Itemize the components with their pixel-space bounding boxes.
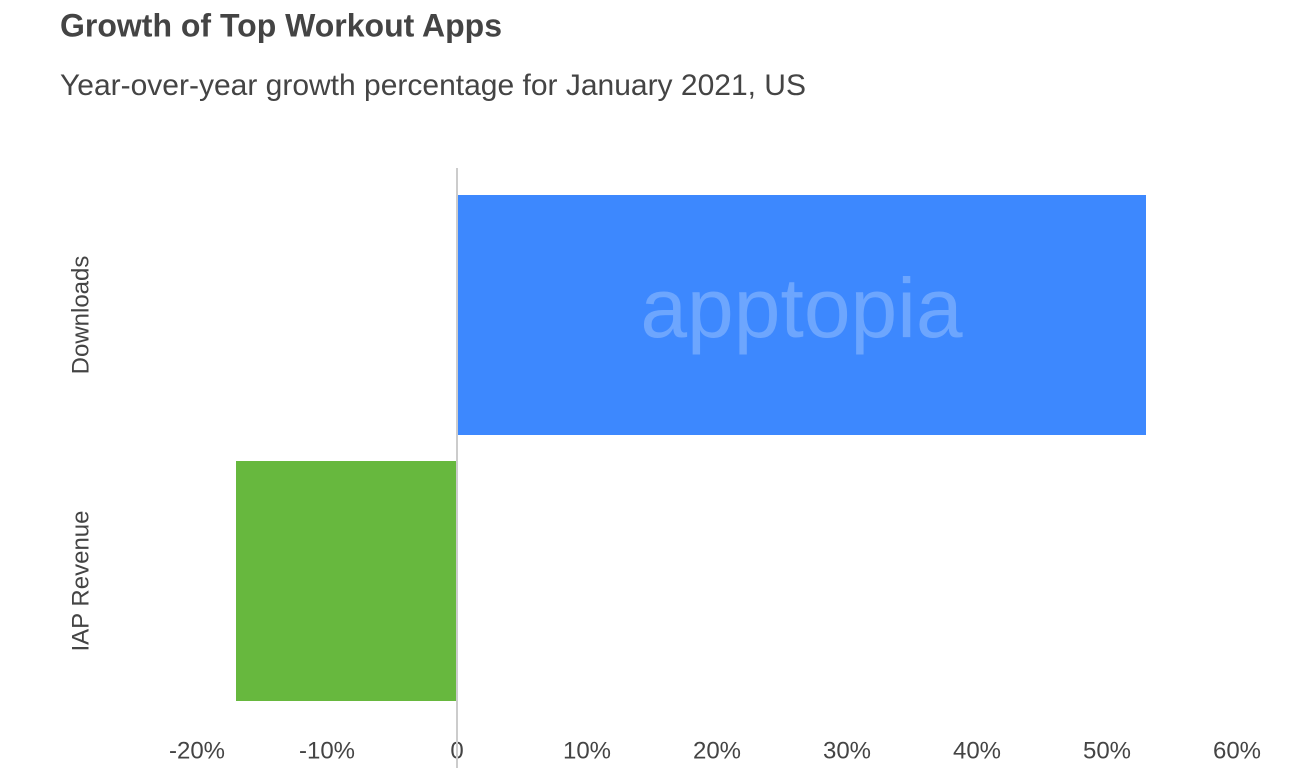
chart-title: Growth of Top Workout Apps [60,7,502,43]
x-tick-label: 10% [563,737,611,764]
watermark: apptopia [640,261,963,355]
bar [457,195,1146,435]
x-tick-label: 40% [953,737,1001,764]
x-tick-label: 30% [823,737,871,764]
y-tick-label: Downloads [67,256,94,375]
x-tick-label: -20% [169,737,225,764]
bar [236,461,457,701]
x-tick-label: 20% [693,737,741,764]
chart-subtitle: Year-over-year growth percentage for Jan… [60,69,806,102]
y-tick-label: IAP Revenue [67,511,94,652]
x-tick-label: 60% [1213,737,1261,764]
x-tick-label: -10% [299,737,355,764]
x-tick-label: 50% [1083,737,1131,764]
